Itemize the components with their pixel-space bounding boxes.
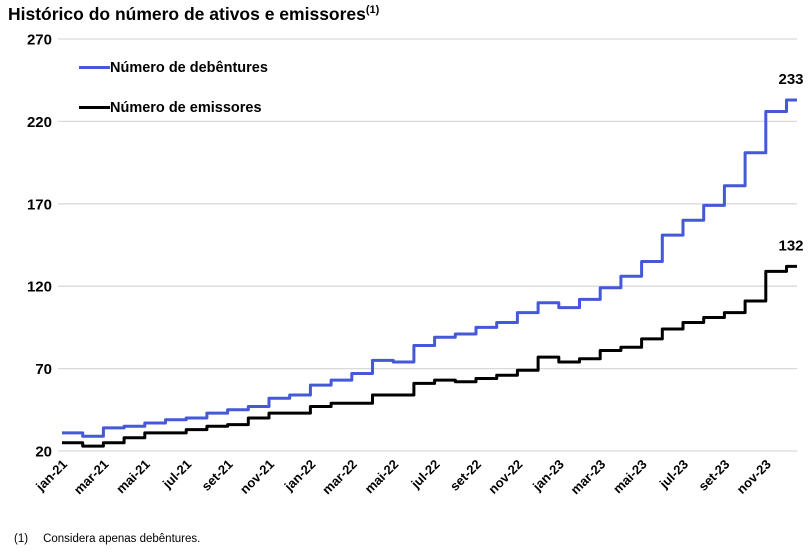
page-title: Histórico do número de ativos e emissore… bbox=[8, 4, 379, 25]
footnote-text: Considera apenas debêntures. bbox=[43, 533, 201, 545]
x-axis-label-mai-23: mai-23 bbox=[610, 457, 650, 497]
line-chart: 20 70 120 170 220 270 jan-21 mar-21 mai-21 jul-21… bbox=[27, 32, 804, 498]
x-axis-label-jan-21: jan-21 bbox=[32, 457, 70, 495]
footnote-marker: (1) bbox=[14, 533, 29, 545]
series-line-emissores bbox=[62, 264, 797, 448]
x-axis-label-nov-23: nov-23 bbox=[734, 457, 774, 497]
y-axis-label-270: 270 bbox=[27, 32, 52, 49]
y-axis-label-20: 20 bbox=[35, 444, 52, 461]
y-axis-label-220: 220 bbox=[27, 114, 52, 131]
legend-label-debentures: Número de debêntures bbox=[110, 59, 268, 76]
x-axis-label-mai-21: mai-21 bbox=[113, 457, 153, 497]
x-axis-label-jul-23: jul-23 bbox=[656, 457, 691, 492]
x-axis-label-mar-22: mar-22 bbox=[319, 457, 360, 498]
y-axis-label-70: 70 bbox=[35, 361, 52, 378]
x-axis-label-nov-22: nov-22 bbox=[485, 457, 525, 497]
end-value-label-233: 233 bbox=[778, 71, 803, 88]
x-axis-label-jan-23: jan-23 bbox=[529, 457, 567, 495]
x-axis-label-mar-21: mar-21 bbox=[71, 457, 112, 498]
end-value-label-132: 132 bbox=[778, 237, 803, 254]
y-axis-label-170: 170 bbox=[27, 196, 52, 213]
chart-legend: Número de debêntures Número de emissores bbox=[79, 59, 268, 139]
x-axis-label-mai-22: mai-22 bbox=[362, 457, 402, 497]
chart-footnote: (1) Considera apenas debêntures. bbox=[14, 533, 200, 545]
legend-label-emissores: Número de emissores bbox=[110, 99, 262, 116]
x-axis-label-nov-21: nov-21 bbox=[237, 457, 277, 497]
x-axis-label-set-23: set-23 bbox=[695, 457, 732, 494]
page-title-text: Histórico do número de ativos e emissore… bbox=[8, 4, 366, 24]
emissores-line-swatch bbox=[79, 106, 110, 109]
legend-item-debentures: Número de debêntures bbox=[79, 59, 268, 76]
x-axis-label-set-21: set-21 bbox=[199, 457, 236, 494]
y-axis-label-120: 120 bbox=[27, 279, 52, 296]
x-axis-label-jan-22: jan-22 bbox=[281, 457, 319, 495]
title-footnote-marker: (1) bbox=[365, 4, 380, 17]
x-axis-label-jul-21: jul-21 bbox=[159, 457, 194, 492]
x-axis-label-jul-22: jul-22 bbox=[407, 457, 442, 492]
debentures-line-swatch bbox=[79, 66, 110, 69]
legend-item-emissores: Número de emissores bbox=[79, 99, 268, 116]
x-axis-label-set-22: set-22 bbox=[447, 457, 484, 494]
x-axis-label-mar-23: mar-23 bbox=[568, 457, 609, 498]
series-line-debentures bbox=[62, 98, 797, 438]
